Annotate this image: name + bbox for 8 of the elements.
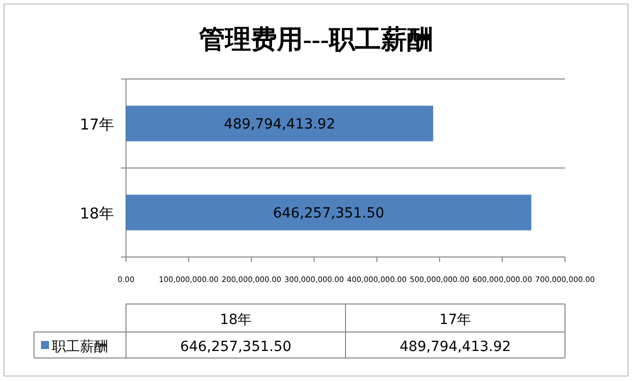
category-label: 18年 xyxy=(220,312,252,328)
text: 489,794,413.92 xyxy=(400,339,511,355)
text: 489,794,413.92 xyxy=(224,116,336,132)
chart-title: 管理费用---职工薪酬 xyxy=(198,25,433,54)
legend-label: 职工薪酬 xyxy=(52,339,108,355)
text: 646,257,351.50 xyxy=(272,206,384,222)
category-label: 17年 xyxy=(439,312,472,328)
text: 646,257,351.50 xyxy=(180,339,292,355)
